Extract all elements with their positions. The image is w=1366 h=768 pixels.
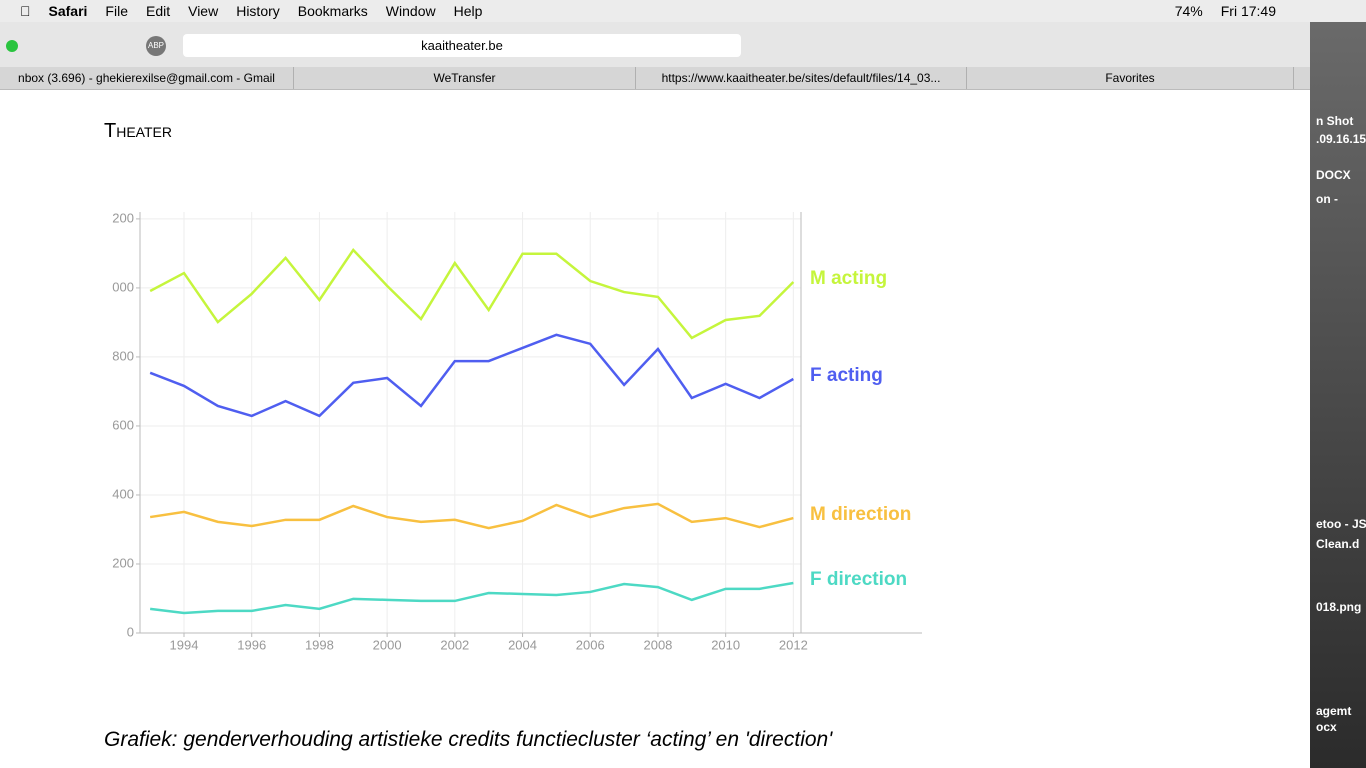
desktop-icon-label[interactable]: on -: [1316, 192, 1338, 206]
series-label: F direction: [810, 569, 907, 590]
desktop-icon-label[interactable]: agemt: [1316, 704, 1352, 718]
y-tick-label: 1,000: [101, 279, 134, 294]
desktop-icon-label[interactable]: ocx: [1316, 720, 1337, 734]
menu-item[interactable]: History: [225, 3, 280, 19]
battery[interactable]: 74%: [1174, 3, 1203, 19]
tab[interactable]: Favorites: [967, 67, 1294, 89]
app-menu[interactable]: Safari: [38, 3, 88, 19]
menu-bar:  Safari File Edit View History Bookmarks Win…: [0, 0, 1366, 22]
line: [150, 581, 794, 615]
window-button[interactable]: [6, 40, 18, 52]
apple-menu[interactable]: : [20, 3, 31, 19]
x-tick-label: 2006: [576, 637, 605, 652]
desktop-icon-label[interactable]: Clean.d: [1316, 537, 1360, 551]
desktop-icon-label[interactable]: etoo - JS: [1316, 517, 1366, 531]
y-tick-label: 0: [127, 624, 134, 639]
x-tick-label: 2008: [643, 637, 672, 652]
y-tick-label: 200: [112, 555, 134, 570]
address-bar[interactable]: kaaitheater.be: [183, 34, 741, 57]
desktop-icon-label[interactable]: 018.png: [1316, 600, 1362, 614]
y-tick-label: 400: [112, 486, 134, 501]
tab[interactable]: nbox (3.696) - ghekierexilse@gmail.com -…: [0, 67, 294, 89]
caption: Grafiek: genderverhouding artistieke cre…: [104, 728, 833, 751]
x-tick-label: 1996: [237, 637, 266, 652]
menu-item[interactable]: Bookmarks: [287, 3, 368, 19]
toolbar: ABP kaaitheater.be: [0, 22, 1310, 67]
line: [149, 502, 794, 530]
clock[interactable]: Fri 17:49: [1220, 3, 1276, 19]
series-label: M direction: [810, 504, 911, 525]
menu-item[interactable]: View: [177, 3, 218, 19]
x-tick-label: 2010: [711, 637, 740, 652]
series-label: M acting: [810, 268, 887, 289]
x-tick-label: 1998: [305, 637, 334, 652]
x-tick-label: 2002: [440, 637, 469, 652]
y-tick-label: 600: [112, 417, 134, 432]
menu-item[interactable]: Edit: [135, 3, 170, 19]
y-tick-label: 800: [112, 348, 134, 363]
menu-item[interactable]: Help: [443, 3, 483, 19]
plot: 0 200 400 600 800 1,000 1,200 1994 1996 1998 2000 2…: [101, 210, 922, 652]
adblock-button[interactable]: ABP: [146, 36, 166, 56]
x-tick-label: 1994: [170, 637, 199, 652]
line: [149, 333, 794, 418]
tab-bar: nbox (3.696) - ghekierexilse@gmail.com -…: [0, 67, 1310, 90]
x-tick-label: 2012: [779, 637, 808, 652]
x-tick-label: 2000: [373, 637, 402, 652]
tab[interactable]: WeTransfer: [294, 67, 636, 89]
menu-items: File Edit View History Bookmarks Window Help: [105, 3, 500, 19]
chart: 0 200 400 600 800 1,000 1,200 1994 1996 1998 2000 2…: [101, 210, 922, 652]
desktop-icon-label[interactable]: DOCX: [1316, 168, 1351, 182]
line: [149, 247, 795, 340]
page-heading: Theater: [104, 120, 172, 142]
menu-item[interactable]: Window: [375, 3, 436, 19]
menu-item[interactable]: File: [94, 3, 128, 19]
desktop: n Shot .09.16.15 on - DOCX etoo - JS Clean.d 0…: [1310, 22, 1366, 768]
y-tick-label: 1,200: [101, 210, 134, 225]
x-tick-label: 2004: [508, 637, 537, 652]
tab[interactable]: https://www.kaaitheater.be/sites/default…: [636, 67, 967, 89]
desktop-icon-label[interactable]: .09.16.15: [1316, 132, 1366, 146]
desktop-icon-label[interactable]: n Shot: [1316, 114, 1354, 128]
series-label: F acting: [810, 365, 883, 386]
